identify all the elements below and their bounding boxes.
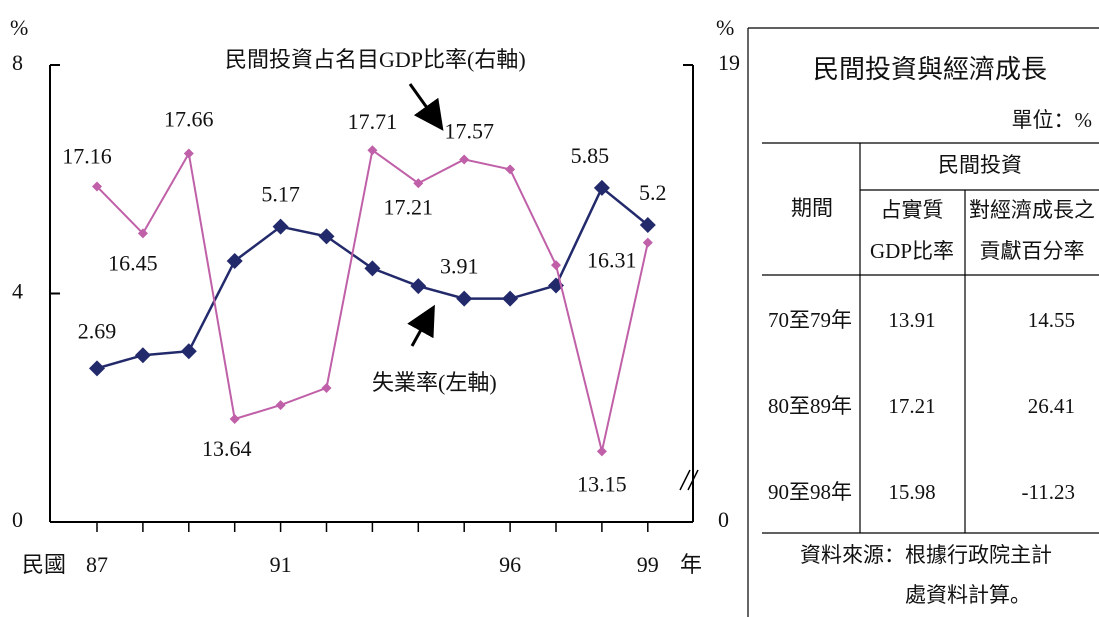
y-tick-label: 4: [12, 279, 23, 304]
x-tick-label: 91: [270, 552, 292, 577]
series-line: [96, 185, 649, 370]
marker: [226, 252, 243, 269]
data-label: 16.31: [587, 248, 637, 273]
y-tick-label: 8: [12, 50, 23, 75]
x-axis-unit: 年: [680, 552, 702, 577]
annotation-arrow: [408, 83, 444, 131]
x-tick-label: 87: [86, 552, 108, 577]
marker: [134, 347, 151, 364]
marker: [272, 218, 289, 235]
data-label: 5.85: [571, 143, 610, 168]
marker: [275, 400, 286, 411]
table-cell: 15.98: [888, 480, 935, 504]
table-cell: 13.91: [888, 308, 935, 332]
annotation-arrow: [407, 304, 435, 347]
marker: [456, 290, 473, 307]
table: 民間投資與經濟成長 單位：% 期間 民間投資 占實質 GDP比率 對經濟成長之 …: [747, 27, 1099, 617]
axis-break: [687, 469, 699, 491]
data-label: 17.57: [444, 118, 494, 143]
marker: [596, 446, 607, 457]
marker: [92, 181, 102, 192]
table-header: 民間投資: [938, 153, 1022, 177]
axis-break: [679, 469, 691, 491]
marker: [551, 260, 561, 271]
table-header: 貢獻百分率: [980, 239, 1085, 263]
table-cell: 26.41: [1028, 394, 1075, 418]
annotation: 民間投資占名目GDP比率(右軸): [225, 47, 526, 72]
x-axis-prefix: 民國: [22, 552, 66, 577]
data-label: 5.17: [261, 182, 300, 207]
annotation: 失業率(左軸): [372, 370, 497, 395]
data-label: 17.71: [348, 109, 398, 134]
series-line: [96, 148, 649, 452]
data-label: 2.69: [78, 318, 117, 343]
data-label: 3.91: [440, 254, 479, 279]
marker: [229, 413, 240, 424]
marker: [180, 343, 197, 360]
marker: [410, 278, 427, 295]
y-tick-label: 0: [12, 507, 23, 532]
data-label: 16.45: [108, 250, 158, 275]
data-label: 17.16: [62, 144, 112, 169]
data-label: 17.66: [164, 107, 214, 132]
marker: [367, 145, 378, 156]
x-tick-label: 99: [637, 552, 659, 577]
table-unit: 單位：%: [1012, 108, 1093, 132]
marker: [364, 260, 381, 277]
marker: [459, 154, 470, 165]
marker: [502, 290, 519, 307]
table-source: 處資料計算。: [905, 583, 1031, 607]
y2-tick-label: 19: [718, 50, 740, 75]
y-axis-unit: %: [10, 15, 28, 40]
data-label: 5.2: [639, 180, 667, 205]
marker: [639, 216, 656, 233]
table-header: GDP比率: [870, 239, 954, 263]
data-label: 17.21: [384, 194, 434, 219]
table-cell: 90至98年: [768, 480, 852, 504]
marker: [642, 237, 653, 248]
table-cell: 17.21: [888, 394, 935, 418]
marker: [89, 360, 105, 377]
table-cell: 14.55: [1028, 308, 1075, 332]
chart: % % 民國 年 民間投資占名目GDP比率(右軸) 失業率(左軸): [10, 15, 734, 577]
y2-axis-unit: %: [716, 15, 734, 40]
table-cell: -11.23: [1022, 480, 1075, 504]
table-cell: 80至89年: [768, 394, 852, 418]
marker: [137, 228, 148, 239]
table-header: 期間: [791, 196, 833, 220]
table-cell: 70至79年: [768, 308, 852, 332]
marker: [413, 178, 424, 189]
marker: [593, 179, 610, 196]
table-header: 對經濟成長之: [969, 198, 1095, 222]
data-label: 13.15: [577, 471, 627, 496]
marker: [321, 382, 332, 393]
table-header: 占實質: [881, 198, 944, 222]
marker: [318, 228, 335, 245]
x-tick-label: 96: [499, 552, 521, 577]
table-source: 資料來源：根據行政院主計: [800, 543, 1052, 567]
data-label: 13.64: [202, 436, 252, 461]
y2-tick-label: 0: [718, 507, 729, 532]
marker: [505, 164, 516, 175]
marker: [183, 148, 194, 159]
table-title: 民間投資與經濟成長: [813, 55, 1047, 84]
